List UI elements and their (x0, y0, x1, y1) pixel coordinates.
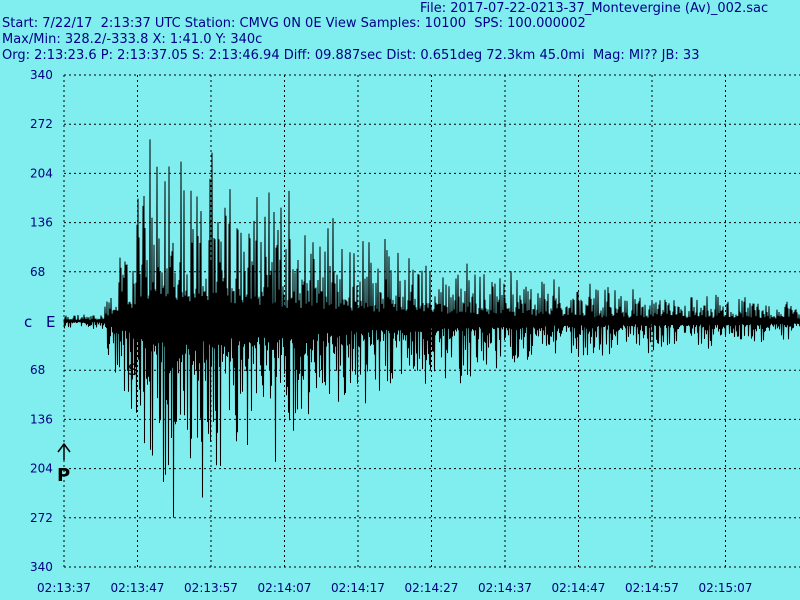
y-tick-label: 68 (30, 265, 45, 279)
y-tick-label: 340 (30, 560, 53, 574)
y-tick-label: 204 (30, 462, 53, 476)
x-tick-label: 02:14:27 (405, 581, 459, 595)
start-info-label: Start: 7/22/17 2:13:37 UTC Station: CMVG… (2, 16, 586, 31)
x-tick-label: 02:14:47 (552, 581, 606, 595)
y-axis-ticks: 340 272 204 136 68 68 136 204 272 340 (30, 68, 53, 574)
y-tick-label: 136 (30, 412, 53, 426)
y-tick-label: 204 (30, 166, 53, 180)
file-name-label: File: 2017-07-22-0213-37_Montevergine (A… (420, 1, 769, 16)
x-tick-label: 02:14:17 (331, 581, 385, 595)
s-pick-label: S (128, 360, 138, 379)
waveform-trace (63, 139, 800, 518)
x-tick-label: 02:13:57 (184, 581, 238, 595)
x-tick-label: 02:14:37 (478, 581, 532, 595)
x-tick-label: 02:14:57 (625, 581, 679, 595)
p-pick-label: P (57, 465, 70, 486)
y-tick-label: 340 (30, 68, 53, 82)
y-tick-label: 272 (30, 511, 53, 525)
arrow-up-icon (57, 442, 71, 460)
x-tick-label: 02:15:07 (699, 581, 753, 595)
y-tick-label: 272 (30, 117, 53, 131)
x-tick-label: 02:13:47 (111, 581, 165, 595)
p-pick-marker[interactable]: P (57, 442, 71, 486)
x-tick-label: 02:14:07 (258, 581, 312, 595)
maxmin-info-label: Max/Min: 328.2/-333.8 X: 1:41.0 Y: 340c (2, 32, 263, 47)
center-label: c (24, 313, 32, 331)
y-tick-label: 68 (30, 363, 45, 377)
x-tick-label: 02:13:37 (37, 581, 91, 595)
y-tick-label: 136 (30, 216, 53, 230)
x-axis-ticks: 02:13:37 02:13:47 02:13:57 02:14:07 02:14:17… (37, 581, 752, 595)
channel-label: E (46, 313, 55, 331)
origin-info-label: Org: 2:13:23.6 P: 2:13:37.05 S: 2:13:46.… (2, 48, 700, 63)
